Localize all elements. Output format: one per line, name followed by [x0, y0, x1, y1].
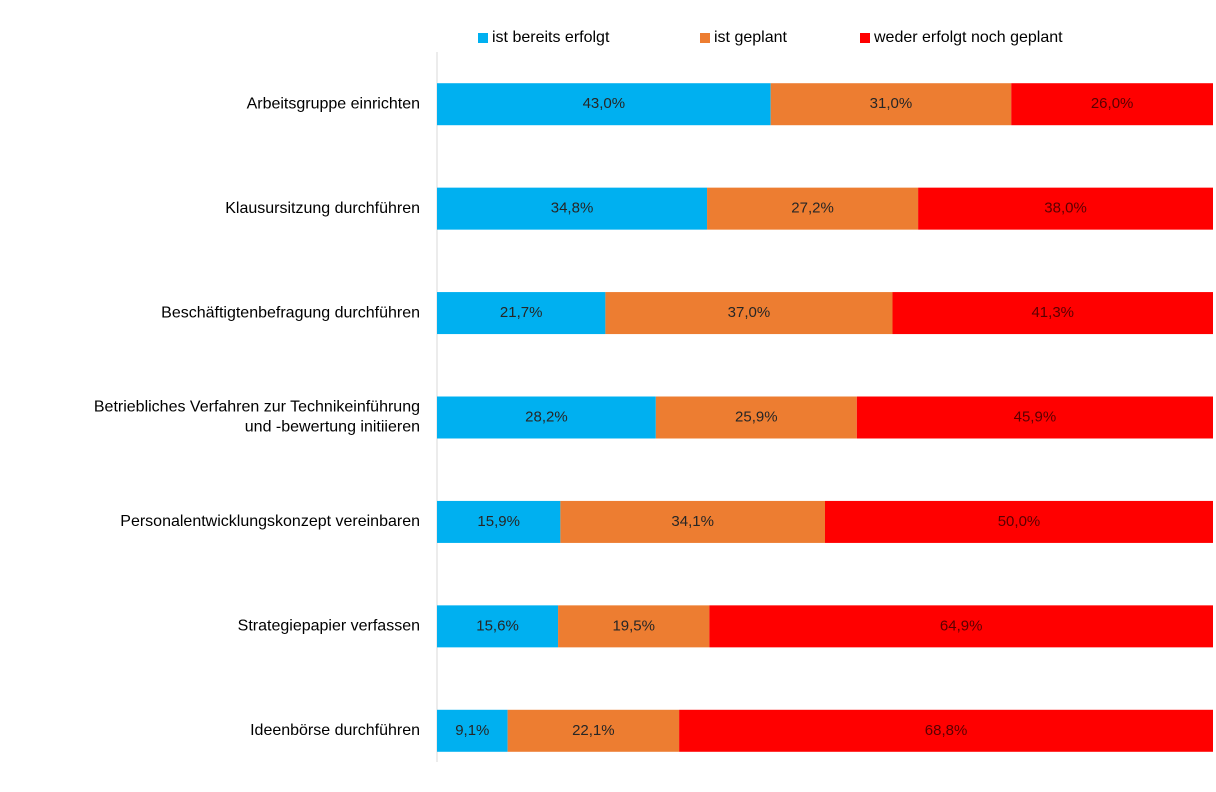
bar-segment	[437, 83, 771, 126]
value-label: 26,0%	[1091, 95, 1134, 112]
bar-segment	[507, 709, 680, 752]
value-label: 34,1%	[671, 513, 714, 530]
bar-segment	[437, 292, 606, 335]
legend-swatch	[478, 33, 488, 43]
bar-segment	[918, 187, 1213, 230]
value-label: 34,8%	[551, 200, 594, 217]
value-label: 9,1%	[455, 722, 489, 739]
value-label: 22,1%	[572, 722, 615, 739]
bar-segment	[437, 500, 561, 543]
y-tick-label: Strategiepapier verfassen	[238, 618, 420, 635]
value-label: 15,6%	[476, 617, 519, 634]
value-label: 45,9%	[1014, 408, 1057, 425]
value-label: 37,0%	[728, 304, 771, 321]
y-tick-label: Beschäftigtenbefragung durchführen	[161, 304, 420, 321]
legend-swatch	[860, 33, 870, 43]
bar-segment	[558, 605, 710, 648]
y-tick-label: Personalentwicklungskonzept vereinbaren	[120, 513, 420, 530]
bar-segment	[605, 292, 893, 335]
y-tick-label: und -bewertung initiieren	[245, 419, 420, 436]
value-label: 68,8%	[925, 722, 968, 739]
value-label: 21,7%	[500, 304, 543, 321]
bar-segment	[437, 396, 656, 439]
legend-label: ist bereits erfolgt	[492, 29, 610, 46]
legend-swatch	[700, 33, 710, 43]
value-label: 15,9%	[477, 513, 520, 530]
bar-segment	[437, 605, 559, 648]
bar-segment	[437, 187, 708, 230]
bar-segment	[892, 292, 1213, 335]
bar-segment	[709, 605, 1213, 648]
bar-segment	[825, 500, 1213, 543]
value-label: 28,2%	[525, 408, 568, 425]
y-tick-label: Betriebliches Verfahren zur Technikeinfü…	[94, 399, 420, 416]
value-label: 43,0%	[583, 95, 626, 112]
value-label: 31,0%	[870, 95, 913, 112]
value-label: 25,9%	[735, 408, 778, 425]
value-label: 64,9%	[940, 617, 983, 634]
bar-segment	[1011, 83, 1213, 126]
bar-segment	[707, 187, 919, 230]
bar-segment	[770, 83, 1012, 126]
bar-segment	[655, 396, 857, 439]
value-label: 38,0%	[1044, 200, 1087, 217]
bar-segment	[856, 396, 1213, 439]
value-label: 27,2%	[791, 200, 834, 217]
value-label: 41,3%	[1031, 304, 1074, 321]
bar-segment	[437, 709, 508, 752]
value-label: 50,0%	[998, 513, 1041, 530]
bar-segment	[560, 500, 825, 543]
legend-label: weder erfolgt noch geplant	[873, 29, 1063, 46]
legend-label: ist geplant	[714, 29, 787, 46]
y-tick-label: Arbeitsgruppe einrichten	[247, 95, 420, 112]
y-tick-label: Ideenbörse durchführen	[250, 722, 420, 739]
bar-segment	[679, 709, 1213, 752]
value-label: 19,5%	[612, 617, 655, 634]
y-tick-label: Klausursitzung durchführen	[225, 200, 420, 217]
